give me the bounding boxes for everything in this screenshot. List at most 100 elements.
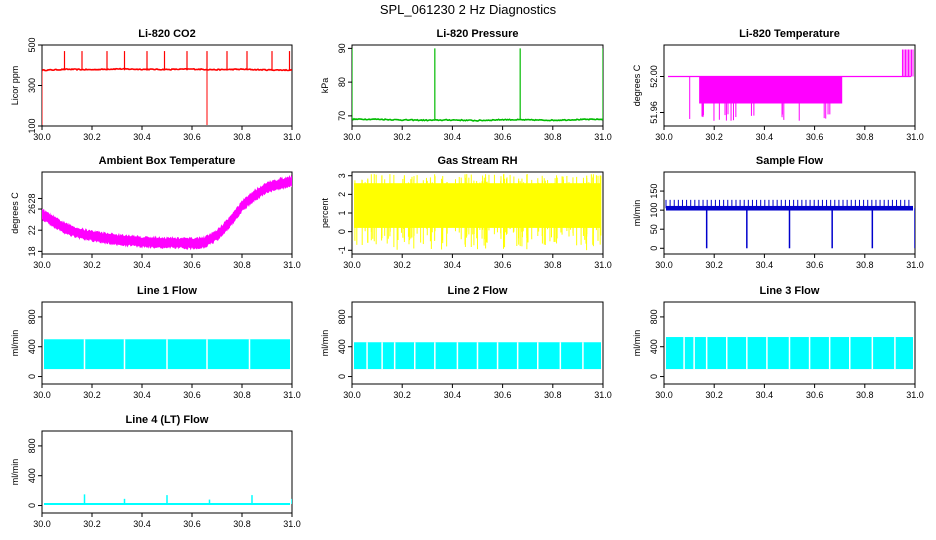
y-axis-label: Licor ppm	[10, 66, 20, 106]
y-tick-label: 800	[337, 309, 347, 324]
data-layer	[668, 49, 914, 121]
x-tick-label: 30.0	[33, 260, 51, 270]
y-tick-label: 100	[649, 203, 659, 218]
x-tick-label: 30.0	[33, 390, 51, 400]
plot-frame	[351, 44, 604, 127]
y-tick-label: 0	[337, 374, 347, 379]
panel-title: Line 2 Flow	[448, 285, 508, 297]
x-tick-label: 30.2	[393, 132, 411, 142]
x-tick-label: 30.4	[756, 260, 774, 270]
data-layer	[665, 199, 915, 249]
x-tick-label: 30.0	[33, 132, 51, 142]
y-tick-label: 28	[27, 193, 37, 203]
panel-title: Li-820 Pressure	[437, 28, 519, 40]
x-tick-label: 31.0	[594, 132, 612, 142]
x-tick-label: 30.0	[343, 390, 361, 400]
plot-frame	[663, 44, 916, 127]
plot-frame	[351, 301, 604, 385]
panel-title: Ambient Box Temperature	[99, 155, 236, 167]
x-tick-label: 30.8	[544, 390, 562, 400]
x-tick-label: 30.0	[655, 132, 673, 142]
x-tick-label: 30.0	[655, 390, 673, 400]
data-layer	[44, 339, 290, 370]
x-tick-label: 30.8	[233, 260, 251, 270]
y-tick-label: 3	[337, 173, 347, 178]
x-tick-label: 31.0	[906, 260, 924, 270]
x-tick-label: 30.8	[544, 132, 562, 142]
y-tick-label: 90	[337, 43, 347, 53]
y-tick-label: 150	[649, 184, 659, 199]
plot-frame	[41, 44, 293, 127]
y-tick-label: 400	[27, 339, 37, 354]
x-tick-label: 30.2	[393, 260, 411, 270]
x-tick-label: 30.4	[133, 132, 151, 142]
x-tick-label: 30.4	[756, 390, 774, 400]
y-tick-label: 0	[649, 374, 659, 379]
y-tick-label: 0	[337, 229, 347, 234]
x-tick-label: 31.0	[906, 132, 924, 142]
x-tick-label: 30.4	[133, 390, 151, 400]
x-tick-label: 30.4	[444, 132, 462, 142]
data-layer	[352, 48, 603, 122]
series-line	[42, 67, 292, 72]
y-tick-label: 70	[337, 111, 347, 121]
x-tick-label: 30.0	[343, 132, 361, 142]
data-layer	[42, 174, 292, 251]
y-tick-label: 26	[27, 204, 37, 214]
x-tick-label: 31.0	[594, 390, 612, 400]
x-tick-label: 30.8	[856, 260, 874, 270]
x-tick-label: 30.6	[183, 260, 201, 270]
y-tick-label: 51.96	[649, 101, 659, 124]
x-tick-label: 30.2	[83, 390, 101, 400]
panel-co2: Li-820 CO2 30.0 30.2 30.4 30.6 30.8 31.0 100 300…	[10, 28, 301, 142]
panel-title: Li-820 CO2	[138, 28, 195, 40]
x-tick-label: 30.2	[705, 260, 723, 270]
panel-line2: Line 2 Flow 30.0 30.2 30.4 30.6 30.8 31.0 0 400 8…	[320, 285, 612, 400]
y-axis-label: ml/min	[632, 330, 642, 357]
x-tick-label: 31.0	[283, 390, 301, 400]
x-tick-label: 30.8	[233, 519, 251, 529]
data-layer	[354, 173, 602, 251]
x-tick-label: 30.8	[856, 390, 874, 400]
x-tick-label: 30.2	[705, 132, 723, 142]
series-band	[42, 174, 292, 251]
x-tick-label: 30.8	[233, 132, 251, 142]
panel-line4: Line 4 (LT) Flow 30.0 30.2 30.4 30.6 30.8 31.0…	[10, 414, 301, 529]
series-line	[352, 117, 603, 122]
data-layer	[44, 494, 292, 506]
y-tick-label: 300	[27, 78, 37, 93]
x-tick-label: 30.8	[544, 260, 562, 270]
y-axis-label: degrees C	[10, 192, 20, 234]
x-tick-label: 30.4	[444, 260, 462, 270]
x-tick-label: 30.6	[494, 260, 512, 270]
x-tick-label: 30.6	[183, 519, 201, 529]
data-layer	[666, 337, 913, 370]
panel-line1: Line 1 Flow 30.0 30.2 30.4 30.6 30.8 31.0 0 400 8…	[10, 285, 301, 400]
plot-frame	[41, 301, 293, 385]
x-tick-label: 30.4	[133, 519, 151, 529]
y-tick-label: 800	[27, 438, 37, 453]
x-tick-label: 30.2	[705, 390, 723, 400]
y-axis-label: kPa	[320, 78, 330, 94]
x-tick-label: 30.2	[83, 260, 101, 270]
y-tick-label: 100	[27, 118, 37, 133]
panel-line3: Line 3 Flow 30.0 30.2 30.4 30.6 30.8 31.0 0 400 8…	[632, 285, 924, 400]
y-tick-label: 0	[27, 503, 37, 508]
x-tick-label: 31.0	[906, 390, 924, 400]
y-tick-label: 1	[337, 210, 347, 215]
x-tick-label: 30.6	[494, 132, 512, 142]
x-tick-label: 30.6	[494, 390, 512, 400]
y-tick-label: 2	[337, 192, 347, 197]
x-tick-label: 31.0	[594, 260, 612, 270]
data-layer	[354, 342, 601, 370]
x-tick-label: 30.0	[33, 519, 51, 529]
panel-title: Gas Stream RH	[437, 155, 517, 167]
y-tick-label: 0	[649, 246, 659, 251]
y-tick-label: 400	[27, 468, 37, 483]
panel-title: Sample Flow	[756, 155, 824, 167]
x-tick-label: 31.0	[283, 132, 301, 142]
x-tick-label: 30.4	[444, 390, 462, 400]
x-tick-label: 30.2	[83, 519, 101, 529]
y-tick-label: 800	[27, 309, 37, 324]
